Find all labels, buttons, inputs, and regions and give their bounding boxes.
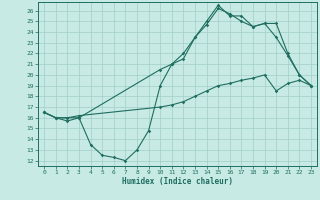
X-axis label: Humidex (Indice chaleur): Humidex (Indice chaleur) — [122, 177, 233, 186]
